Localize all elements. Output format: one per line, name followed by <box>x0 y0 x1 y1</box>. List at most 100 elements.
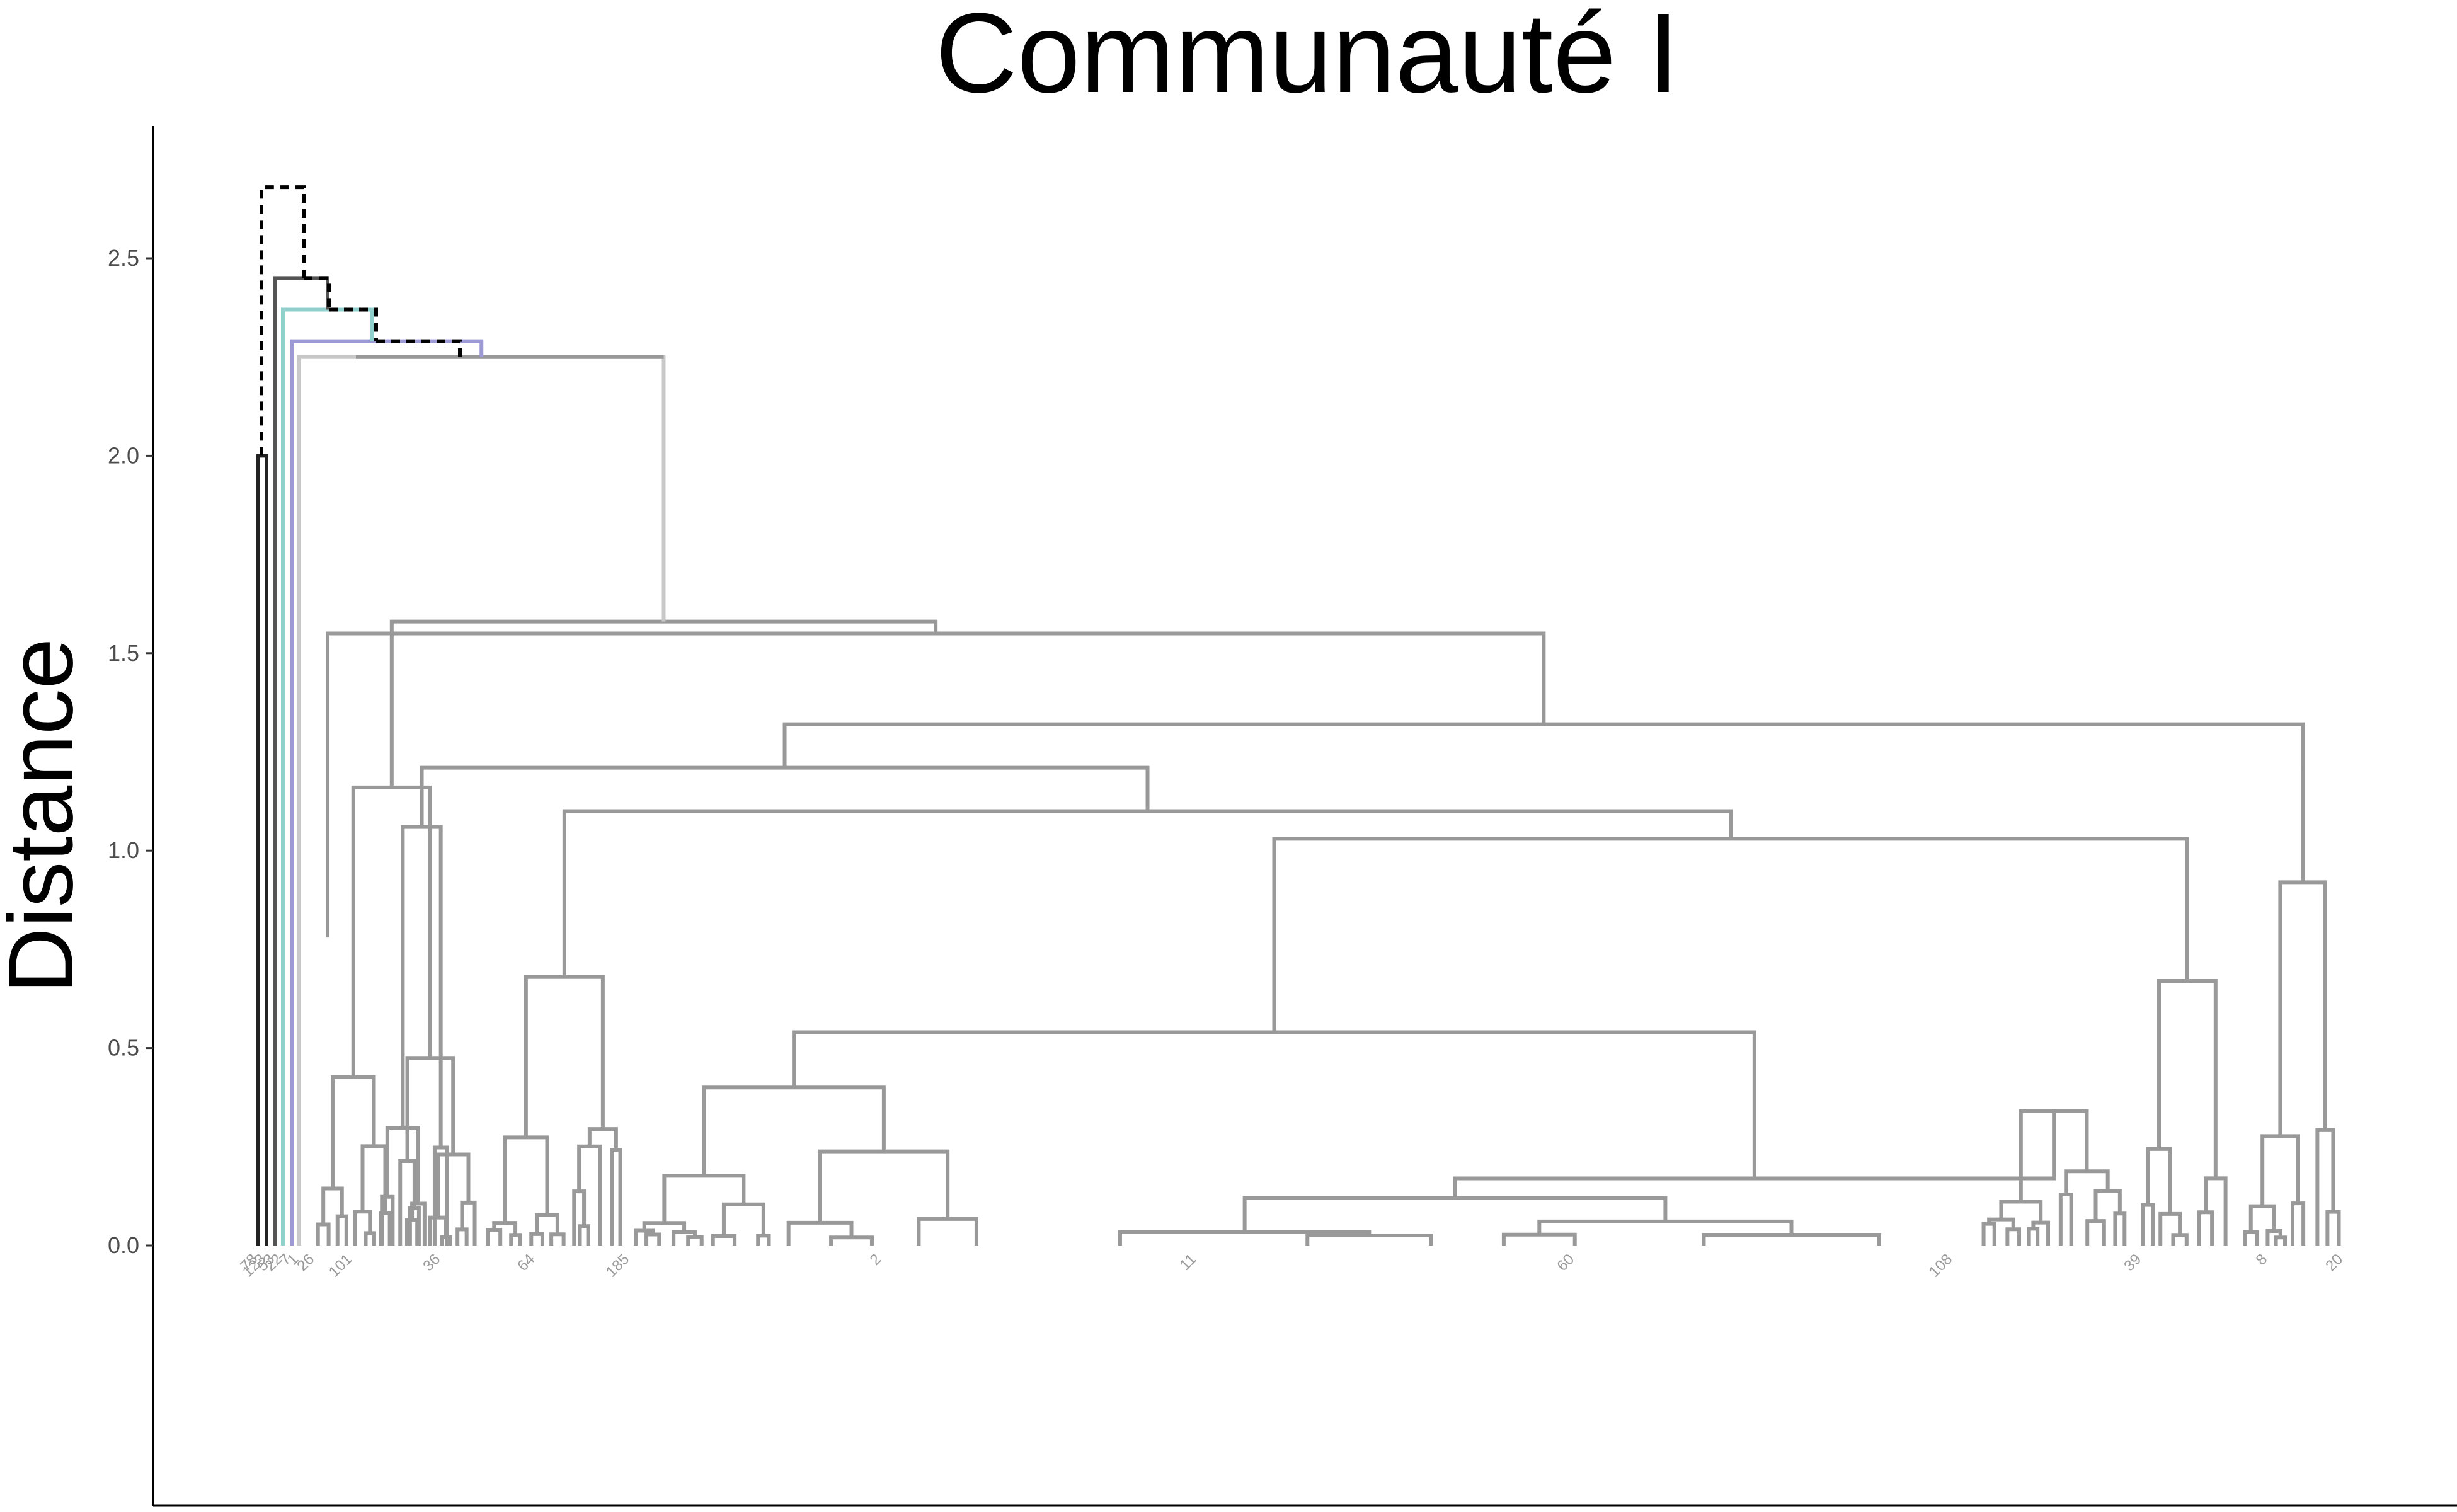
tree-link <box>316 1222 331 1246</box>
y-tick-label: 2.5 <box>108 245 139 271</box>
tree-link <box>2005 1227 2022 1246</box>
tree-link <box>432 1145 449 1246</box>
tree-link <box>572 1189 587 1246</box>
tree-link <box>786 1220 854 1246</box>
tree-layer <box>256 185 2341 1246</box>
tree-link <box>535 1213 559 1235</box>
leaf-label: 64 <box>514 1251 538 1274</box>
tree-link <box>1118 1230 1372 1246</box>
tree-link <box>2325 1210 2341 1246</box>
leaf-label: 101 <box>326 1251 355 1280</box>
tree-link <box>721 1202 765 1237</box>
tree-link <box>2027 1227 2040 1246</box>
tree-link <box>2260 1134 2300 1206</box>
tree-link <box>2031 1220 2051 1246</box>
tree-link <box>405 1056 455 1161</box>
tree-link <box>2171 1233 2189 1246</box>
tree-link <box>529 1232 544 1246</box>
tree-link <box>702 1085 886 1176</box>
chart-title: Communauté I <box>935 0 1680 117</box>
tree-link-black <box>256 454 268 1246</box>
cut-line <box>304 276 331 310</box>
tree-link <box>2291 1201 2306 1246</box>
y-tick-label: 2.0 <box>108 442 139 468</box>
tree-link <box>2058 1192 2073 1246</box>
y-tick-label: 1.5 <box>108 640 139 666</box>
cut-line <box>329 307 378 341</box>
tree-link <box>380 1194 395 1246</box>
tree-link <box>321 1186 344 1225</box>
cut-line <box>376 339 462 357</box>
tree-link <box>2278 880 2327 1137</box>
axes-layer: 0.0 0.5 1.0 1.5 2.0 2.5 <box>108 126 2457 1507</box>
tree-link <box>562 809 1733 977</box>
leaf-label: 39 <box>2121 1251 2145 1274</box>
tree-link <box>389 619 938 788</box>
tree-link <box>2085 1219 2106 1246</box>
tree-link <box>353 1210 372 1246</box>
tree-link <box>455 1227 469 1246</box>
tree-link <box>2197 1210 2214 1246</box>
tree-link <box>711 1234 737 1246</box>
tree-link <box>818 1149 950 1223</box>
tree-link <box>335 1214 348 1246</box>
leaf-label: 108 <box>1926 1251 1956 1280</box>
leaf-label: 20 <box>2322 1251 2346 1274</box>
tree-link <box>2248 1204 2276 1232</box>
tree-link <box>492 1221 518 1235</box>
tree-link <box>1453 1111 2056 1198</box>
tree-link <box>330 1075 376 1189</box>
tree-link <box>686 1235 704 1246</box>
tree-link <box>364 1231 376 1246</box>
tree-link <box>486 1228 503 1246</box>
tree-link <box>2315 1128 2335 1246</box>
tree-link <box>829 1235 874 1246</box>
tree-link <box>782 722 2305 883</box>
tree-link <box>2158 1211 2182 1246</box>
tree-link <box>1501 1232 1577 1246</box>
leaf-label: 36 <box>420 1251 444 1274</box>
tree-link <box>1272 837 2189 1033</box>
tree-link <box>644 1232 662 1246</box>
tree-link-dark <box>273 276 329 1246</box>
leaf-label: 60 <box>1554 1251 1578 1274</box>
tree-link <box>662 1174 746 1223</box>
tree-link <box>351 785 432 1077</box>
leaf-label: 26 <box>294 1251 318 1274</box>
tree-link <box>1537 1219 1794 1235</box>
tree-link <box>460 1200 477 1246</box>
tree-link-lavender <box>290 339 484 1246</box>
tree-link <box>326 631 1546 938</box>
tree-link <box>2093 1189 2122 1222</box>
tree-link <box>404 1218 420 1246</box>
leaf-label: 8 <box>2253 1251 2271 1269</box>
tree-link <box>2274 1235 2287 1246</box>
leaf-label: 11 <box>1177 1251 1200 1274</box>
leaf-label: 185 <box>603 1251 633 1280</box>
tree-link <box>578 1224 590 1246</box>
tree-link <box>524 975 605 1138</box>
tree-link <box>634 1228 655 1246</box>
y-tick-label: 1.0 <box>108 837 139 863</box>
tree-link <box>549 1232 566 1246</box>
tree-link <box>503 1135 549 1223</box>
tree-link <box>2243 1230 2259 1246</box>
tree-link <box>917 1217 978 1246</box>
tree-link <box>420 765 1150 827</box>
tree-link <box>385 1126 420 1204</box>
cut-line <box>260 185 306 456</box>
tree-link <box>509 1233 522 1246</box>
y-tick-label: 0.0 <box>108 1232 139 1258</box>
leaf-label: 2 <box>867 1251 885 1269</box>
tree-link <box>1702 1232 1881 1246</box>
tree-link <box>2141 1203 2155 1246</box>
y-tick-label: 0.5 <box>108 1035 139 1061</box>
tree-link <box>2204 1176 2228 1246</box>
tree-link <box>610 1148 622 1246</box>
tree-link <box>1242 1196 1668 1232</box>
tree-link <box>1305 1234 1433 1246</box>
tree-link <box>756 1234 771 1246</box>
tree-link <box>2113 1211 2127 1246</box>
